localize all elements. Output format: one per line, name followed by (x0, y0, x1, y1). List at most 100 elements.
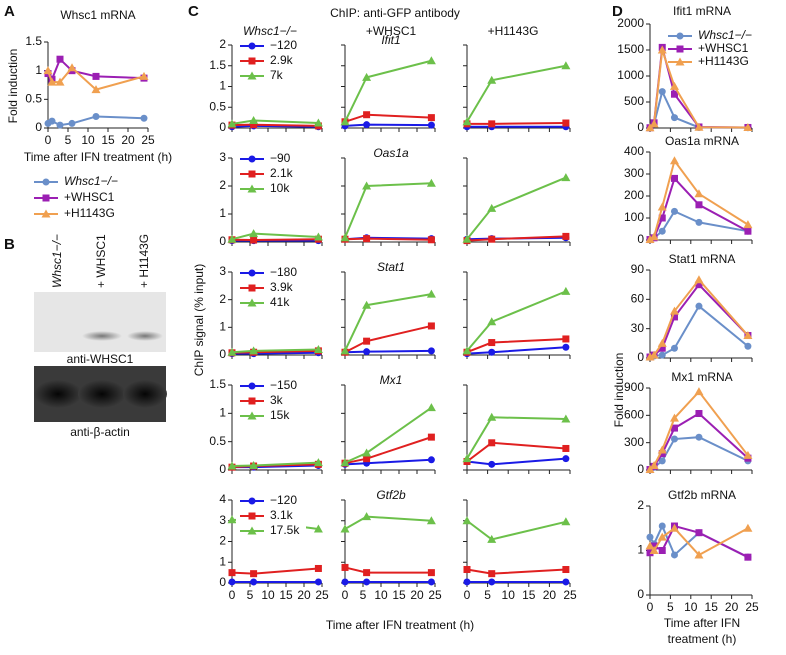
marker (362, 72, 372, 81)
marker (250, 121, 258, 129)
marker (67, 63, 77, 72)
y-tick-label: 400 (624, 144, 644, 158)
marker (313, 458, 323, 467)
y-tick-label: 30 (631, 321, 645, 335)
series-line (344, 436, 432, 465)
legend-label: −150 (270, 378, 297, 392)
y-tick-label: 900 (624, 380, 644, 394)
marker (743, 523, 753, 532)
marker (488, 348, 496, 356)
marker (488, 235, 496, 243)
marker (427, 433, 435, 441)
marker (694, 387, 704, 396)
marker (658, 351, 666, 359)
marker (249, 346, 259, 355)
marker (695, 281, 703, 289)
marker (646, 549, 654, 557)
y-tick-label: 0 (219, 234, 226, 248)
marker (695, 410, 703, 418)
marker (670, 435, 678, 443)
marker (488, 578, 496, 586)
series-line (466, 441, 566, 463)
marker (658, 88, 666, 96)
marker (658, 547, 666, 554)
series-line (466, 568, 566, 575)
marker (250, 570, 258, 578)
marker (314, 564, 322, 572)
panel-label: A (4, 3, 15, 20)
marker (340, 233, 350, 242)
marker (140, 114, 148, 122)
x-tick-label: 10 (81, 133, 95, 147)
x-axis-label: Time after IFN treatment (h) (24, 150, 172, 164)
marker (670, 344, 678, 352)
y-tick-label: 2000 (617, 16, 644, 30)
y-tick-label: 200 (624, 188, 644, 202)
x-tick-label: 5 (484, 588, 491, 602)
marker (68, 119, 76, 127)
marker (426, 516, 436, 525)
y-tick-label: 1 (35, 63, 42, 77)
marker (649, 119, 659, 128)
marker (227, 347, 237, 356)
marker (562, 455, 570, 463)
y-tick-label: 1 (219, 206, 226, 220)
chart-title: Mx1 (380, 373, 403, 387)
marker (427, 578, 435, 586)
marker (426, 56, 436, 65)
y-tick-label: 2 (219, 292, 226, 306)
lane-label: + H1143G (137, 234, 151, 288)
marker (658, 214, 666, 222)
marker (247, 411, 257, 420)
series-line (466, 176, 567, 240)
marker (427, 121, 435, 129)
marker (313, 344, 323, 353)
y-tick-label: 300 (624, 166, 644, 180)
x-tick-label: 10 (502, 588, 516, 602)
marker (363, 235, 371, 243)
marker (427, 114, 435, 122)
chart-title: Stat1 (377, 260, 405, 274)
y-tick-label: 2 (637, 498, 644, 512)
marker (139, 71, 149, 80)
marker (646, 533, 654, 541)
marker (248, 512, 256, 520)
marker (669, 523, 679, 532)
blot-membrane (34, 292, 166, 352)
marker (695, 433, 703, 441)
y-tick-label: 0 (637, 120, 644, 134)
series-line (231, 238, 319, 242)
legend-label: 3.1k (270, 508, 294, 522)
chart-title: Gtf2b (376, 488, 406, 502)
marker (676, 45, 684, 53)
marker (426, 289, 436, 298)
marker (247, 184, 257, 193)
marker (55, 77, 65, 86)
marker (363, 337, 371, 345)
y-tick-label: 1 (219, 554, 226, 568)
marker (649, 350, 659, 359)
marker (247, 71, 257, 80)
x-tick-label: 5 (247, 588, 254, 602)
marker (562, 232, 570, 240)
marker (248, 382, 256, 390)
marker (675, 57, 685, 66)
y-tick-label: 0 (219, 347, 226, 361)
series-line (344, 182, 432, 239)
marker (248, 397, 256, 405)
marker (669, 306, 679, 315)
legend-label: +H1143G (64, 206, 115, 220)
marker (562, 566, 570, 574)
series-line (344, 237, 432, 241)
chart-title: Ifit1 (381, 33, 400, 47)
marker (227, 461, 237, 470)
marker (362, 512, 372, 521)
marker (91, 85, 101, 94)
marker (314, 578, 322, 586)
series-line (344, 324, 432, 354)
marker (340, 458, 350, 467)
marker (48, 117, 56, 125)
marker (658, 450, 666, 458)
x-tick-label: 15 (705, 600, 719, 614)
